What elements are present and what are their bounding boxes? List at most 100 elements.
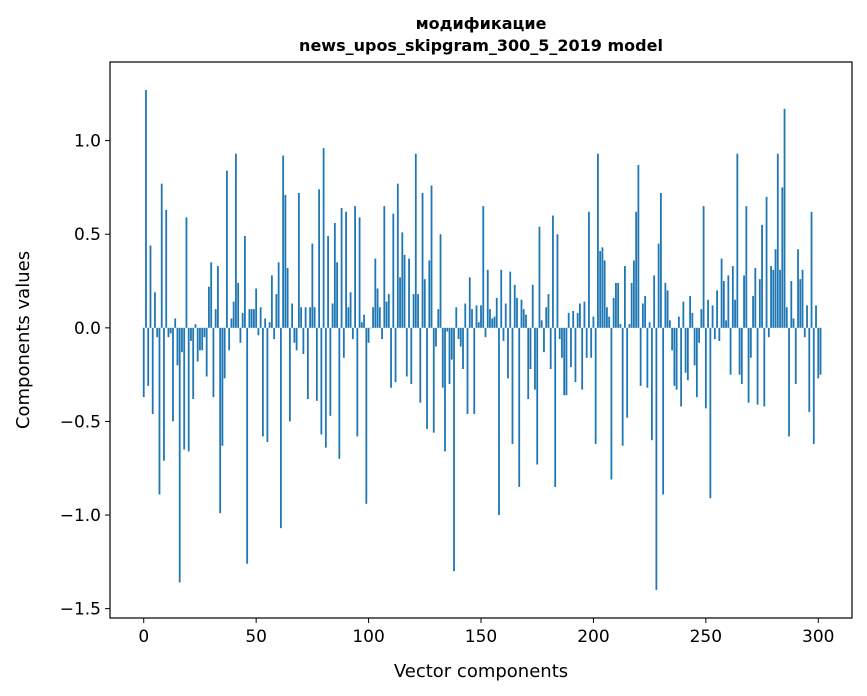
bar-component-158	[498, 327, 500, 516]
bar-component-174	[534, 327, 536, 390]
bar-component-35	[221, 327, 224, 446]
bar-component-17	[181, 327, 183, 353]
bar-component-80	[322, 148, 325, 328]
bar-component-10	[165, 209, 168, 328]
bar-component-177	[540, 320, 543, 328]
bar-component-34	[219, 327, 222, 514]
bar-component-285	[783, 108, 786, 328]
bar-component-153	[486, 269, 489, 328]
bar-component-111	[392, 213, 395, 328]
bar-component-258	[722, 281, 725, 328]
bar-component-53	[262, 327, 264, 437]
bar-component-144	[466, 327, 469, 414]
bar-component-105	[378, 307, 381, 328]
bar-component-287	[788, 327, 790, 437]
bar-component-27	[203, 327, 206, 338]
bar-component-229	[657, 243, 660, 328]
bar-component-72	[304, 307, 307, 328]
bar-component-184	[556, 234, 559, 328]
bar-component-172	[529, 327, 532, 370]
bar-component-104	[376, 288, 379, 328]
bar-component-97	[360, 322, 363, 328]
bar-component-157	[495, 297, 498, 328]
bar-component-20	[187, 327, 190, 452]
bar-component-30	[210, 262, 213, 328]
bar-component-122	[417, 294, 419, 328]
bar-component-250	[704, 327, 707, 409]
bar-component-147	[473, 327, 476, 414]
bar-component-82	[327, 236, 329, 328]
bar-component-115	[401, 232, 404, 328]
bar-component-266	[740, 327, 743, 384]
y-tick-label-5: 1.0	[74, 132, 101, 152]
bar-component-57	[270, 275, 273, 328]
bar-component-161	[504, 303, 507, 328]
bar-component-13	[172, 327, 174, 422]
bar-component-74	[309, 307, 312, 328]
bar-component-154	[489, 309, 491, 328]
bar-component-254	[713, 327, 716, 340]
bar-component-142	[462, 327, 464, 370]
bar-component-283	[779, 269, 781, 328]
bar-component-15	[176, 327, 179, 366]
bar-component-119	[410, 327, 413, 384]
bar-component-107	[383, 206, 386, 328]
bar-component-279	[770, 266, 772, 328]
bar-component-291	[797, 249, 799, 328]
bar-component-255	[716, 290, 718, 328]
bar-component-180	[547, 294, 550, 328]
bar-component-18	[183, 327, 186, 450]
bar-component-14	[174, 318, 177, 328]
bar-component-219	[635, 211, 638, 328]
bar-component-123	[419, 327, 422, 403]
bar-component-116	[403, 254, 406, 328]
bar-component-61	[279, 327, 282, 529]
bar-component-150	[480, 305, 482, 328]
bar-component-263	[734, 299, 736, 328]
bar-component-140	[457, 327, 460, 340]
bar-component-133	[441, 327, 444, 388]
bar-component-225	[648, 322, 651, 328]
bar-component-205	[603, 260, 606, 328]
bar-component-78	[318, 189, 321, 328]
bar-component-272	[754, 267, 757, 328]
bar-component-270	[749, 327, 752, 358]
bar-component-66	[291, 303, 294, 328]
bar-component-91	[347, 307, 350, 328]
bar-component-24	[196, 327, 199, 362]
bar-component-146	[471, 309, 473, 328]
bar-component-173	[531, 284, 534, 328]
bar-component-210	[615, 282, 617, 328]
bar-component-16	[178, 327, 181, 583]
bar-component-293	[801, 269, 804, 328]
bar-component-230	[659, 193, 662, 328]
bar-component-281	[774, 249, 777, 328]
bar-component-117	[405, 327, 408, 377]
bar-component-193	[576, 312, 579, 328]
bar-component-54	[264, 318, 267, 328]
bar-component-88	[340, 208, 343, 328]
bar-component-216	[628, 324, 631, 328]
bar-component-185	[558, 327, 561, 340]
bar-component-151	[482, 206, 485, 328]
bar-component-197	[585, 327, 588, 358]
bar-component-99	[365, 327, 368, 504]
bar-component-135	[446, 327, 449, 332]
bar-component-103	[374, 258, 377, 328]
bar-component-6	[156, 327, 159, 338]
bar-component-75	[311, 243, 314, 328]
bar-component-33	[217, 266, 219, 328]
bar-component-1	[145, 90, 147, 328]
x-axis: 0 50 100 150 200 250 300	[138, 618, 834, 647]
bar-component-274	[758, 279, 761, 328]
bar-component-171	[527, 327, 530, 399]
bar-component-85	[333, 223, 336, 328]
bar-component-19	[185, 217, 188, 328]
bar-component-2	[147, 327, 150, 386]
bar-component-108	[385, 301, 388, 328]
bar-component-288	[790, 281, 793, 328]
bar-component-44	[241, 312, 244, 328]
bar-component-56	[268, 322, 271, 328]
bar-component-139	[455, 307, 458, 328]
bar-component-249	[702, 206, 705, 328]
